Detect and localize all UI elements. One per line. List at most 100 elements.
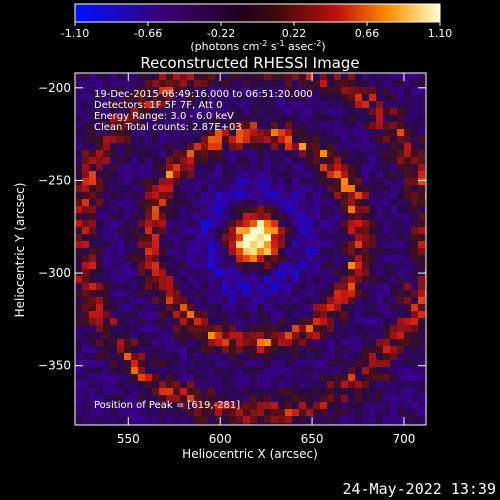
heatmap-cell (299, 234, 306, 241)
heatmap-cell (222, 178, 229, 185)
heatmap-cell (264, 332, 271, 339)
heatmap-cell (82, 381, 89, 388)
heatmap-cell (411, 220, 418, 227)
heatmap-image (75, 73, 426, 425)
heatmap-cell (299, 178, 306, 185)
heatmap-cell (243, 269, 250, 276)
heatmap-cell (124, 129, 131, 136)
heatmap-cell (117, 360, 124, 367)
heatmap-cell (348, 129, 355, 136)
heatmap-cell (348, 185, 355, 192)
heatmap-cell (334, 346, 341, 353)
heatmap-cell (89, 374, 96, 381)
heatmap-cell (264, 374, 271, 381)
heatmap-cell (320, 374, 327, 381)
heatmap-cell (180, 353, 187, 360)
heatmap-cell (250, 220, 257, 227)
heatmap-cell (397, 262, 404, 269)
heatmap-cell (229, 150, 236, 157)
heatmap-cell (173, 332, 180, 339)
heatmap-cell (117, 192, 124, 199)
heatmap-cell (271, 164, 278, 171)
heatmap-cell (355, 213, 362, 220)
heatmap-cell (376, 115, 383, 122)
heatmap-cell (257, 94, 264, 101)
heatmap-cell (187, 227, 194, 234)
heatmap-cell (355, 262, 362, 269)
heatmap-cell (117, 395, 124, 402)
heatmap-cell (194, 206, 201, 213)
heatmap-cell (271, 283, 278, 290)
heatmap-cell (411, 381, 418, 388)
heatmap-cell (390, 353, 397, 360)
heatmap-cell (194, 185, 201, 192)
heatmap-cell (236, 290, 243, 297)
heatmap-cell (229, 101, 236, 108)
heatmap-cell (201, 395, 208, 402)
heatmap-cell (264, 353, 271, 360)
heatmap-cell (180, 332, 187, 339)
heatmap-cell (222, 311, 229, 318)
heatmap-cell (341, 395, 348, 402)
heatmap-cell (411, 374, 418, 381)
heatmap-cell (250, 304, 257, 311)
heatmap-cell (369, 192, 376, 199)
heatmap-cell (75, 143, 82, 150)
heatmap-cell (320, 192, 327, 199)
heatmap-cell (152, 241, 159, 248)
heatmap-cell (89, 367, 96, 374)
heatmap-cell (341, 129, 348, 136)
heatmap-cell (75, 311, 82, 318)
heatmap-cell (159, 367, 166, 374)
heatmap-cell (292, 185, 299, 192)
heatmap-cell (404, 297, 411, 304)
heatmap-cell (327, 178, 334, 185)
heatmap-cell (131, 227, 138, 234)
heatmap-cell (96, 185, 103, 192)
heatmap-cell (187, 248, 194, 255)
heatmap-cell (397, 192, 404, 199)
heatmap-cell (152, 115, 159, 122)
heatmap-cell (82, 297, 89, 304)
heatmap-cell (418, 318, 425, 325)
heatmap-cell (313, 87, 320, 94)
heatmap-cell (264, 143, 271, 150)
heatmap-cell (376, 269, 383, 276)
heatmap-cell (75, 402, 82, 409)
heatmap-cell (124, 360, 131, 367)
heatmap-cell (299, 269, 306, 276)
heatmap-cell (103, 206, 110, 213)
heatmap-cell (117, 234, 124, 241)
heatmap-cell (194, 367, 201, 374)
heatmap-cell (285, 353, 292, 360)
heatmap-cell (306, 87, 313, 94)
heatmap-cell (180, 416, 187, 423)
heatmap-cell (180, 367, 187, 374)
heatmap-cell (299, 367, 306, 374)
heatmap-cell (243, 122, 250, 129)
heatmap-cell (292, 346, 299, 353)
heatmap-cell (82, 374, 89, 381)
colorbar-tick-label: 1.10 (428, 27, 453, 40)
heatmap-cell (166, 80, 173, 87)
heatmap-cell (145, 395, 152, 402)
heatmap-cell (215, 164, 222, 171)
heatmap-cell (278, 339, 285, 346)
heatmap-cell (152, 227, 159, 234)
heatmap-cell (222, 297, 229, 304)
heatmap-cell (376, 353, 383, 360)
heatmap-cell (250, 206, 257, 213)
heatmap-cell (264, 94, 271, 101)
heatmap-cell (152, 304, 159, 311)
heatmap-cell (376, 157, 383, 164)
heatmap-cell (166, 381, 173, 388)
heatmap-cell (292, 234, 299, 241)
heatmap-cell (285, 332, 292, 339)
heatmap-cell (404, 353, 411, 360)
heatmap-cell (145, 164, 152, 171)
heatmap-cell (152, 178, 159, 185)
heatmap-cell (362, 248, 369, 255)
heatmap-cell (411, 115, 418, 122)
heatmap-cell (257, 234, 264, 241)
heatmap-cell (299, 94, 306, 101)
